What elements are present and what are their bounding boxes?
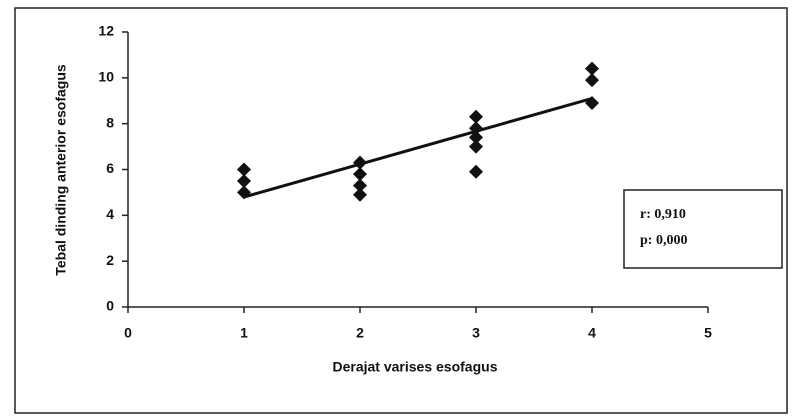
annotation-text: r: 0,910 [640,207,686,222]
chart: Derajat varises esofagus Tebal dinding a… [0,0,792,417]
x-tick-label: 5 [704,325,712,341]
y-tick-label: 6 [106,160,114,176]
y-tick-label: 8 [106,114,114,130]
point [353,188,367,202]
y-tick-label: 4 [106,206,114,222]
trend-line [244,98,592,197]
y-tick-label: 12 [98,23,114,39]
x-tick-label: 1 [240,325,248,341]
point [469,165,483,179]
x-tick-label: 3 [472,325,480,341]
page: Derajat varises esofagus Tebal dinding a… [0,0,792,417]
x-tick-label: 0 [124,325,132,341]
x-tick-label: 4 [588,325,596,341]
y-axis-label: Tebal dinding anterior esofagus [53,64,69,276]
y-tick-label: 0 [106,298,114,314]
point [585,73,599,87]
y-tick-label: 2 [106,252,114,268]
annotation-text: p: 0,000 [640,233,687,248]
x-axis-label: Derajat varises esofagus [333,359,498,375]
y-tick-label: 10 [98,69,114,85]
point [469,140,483,154]
x-tick-label: 2 [356,325,364,341]
annotation-box [624,190,782,268]
point [585,96,599,110]
point [237,185,251,199]
